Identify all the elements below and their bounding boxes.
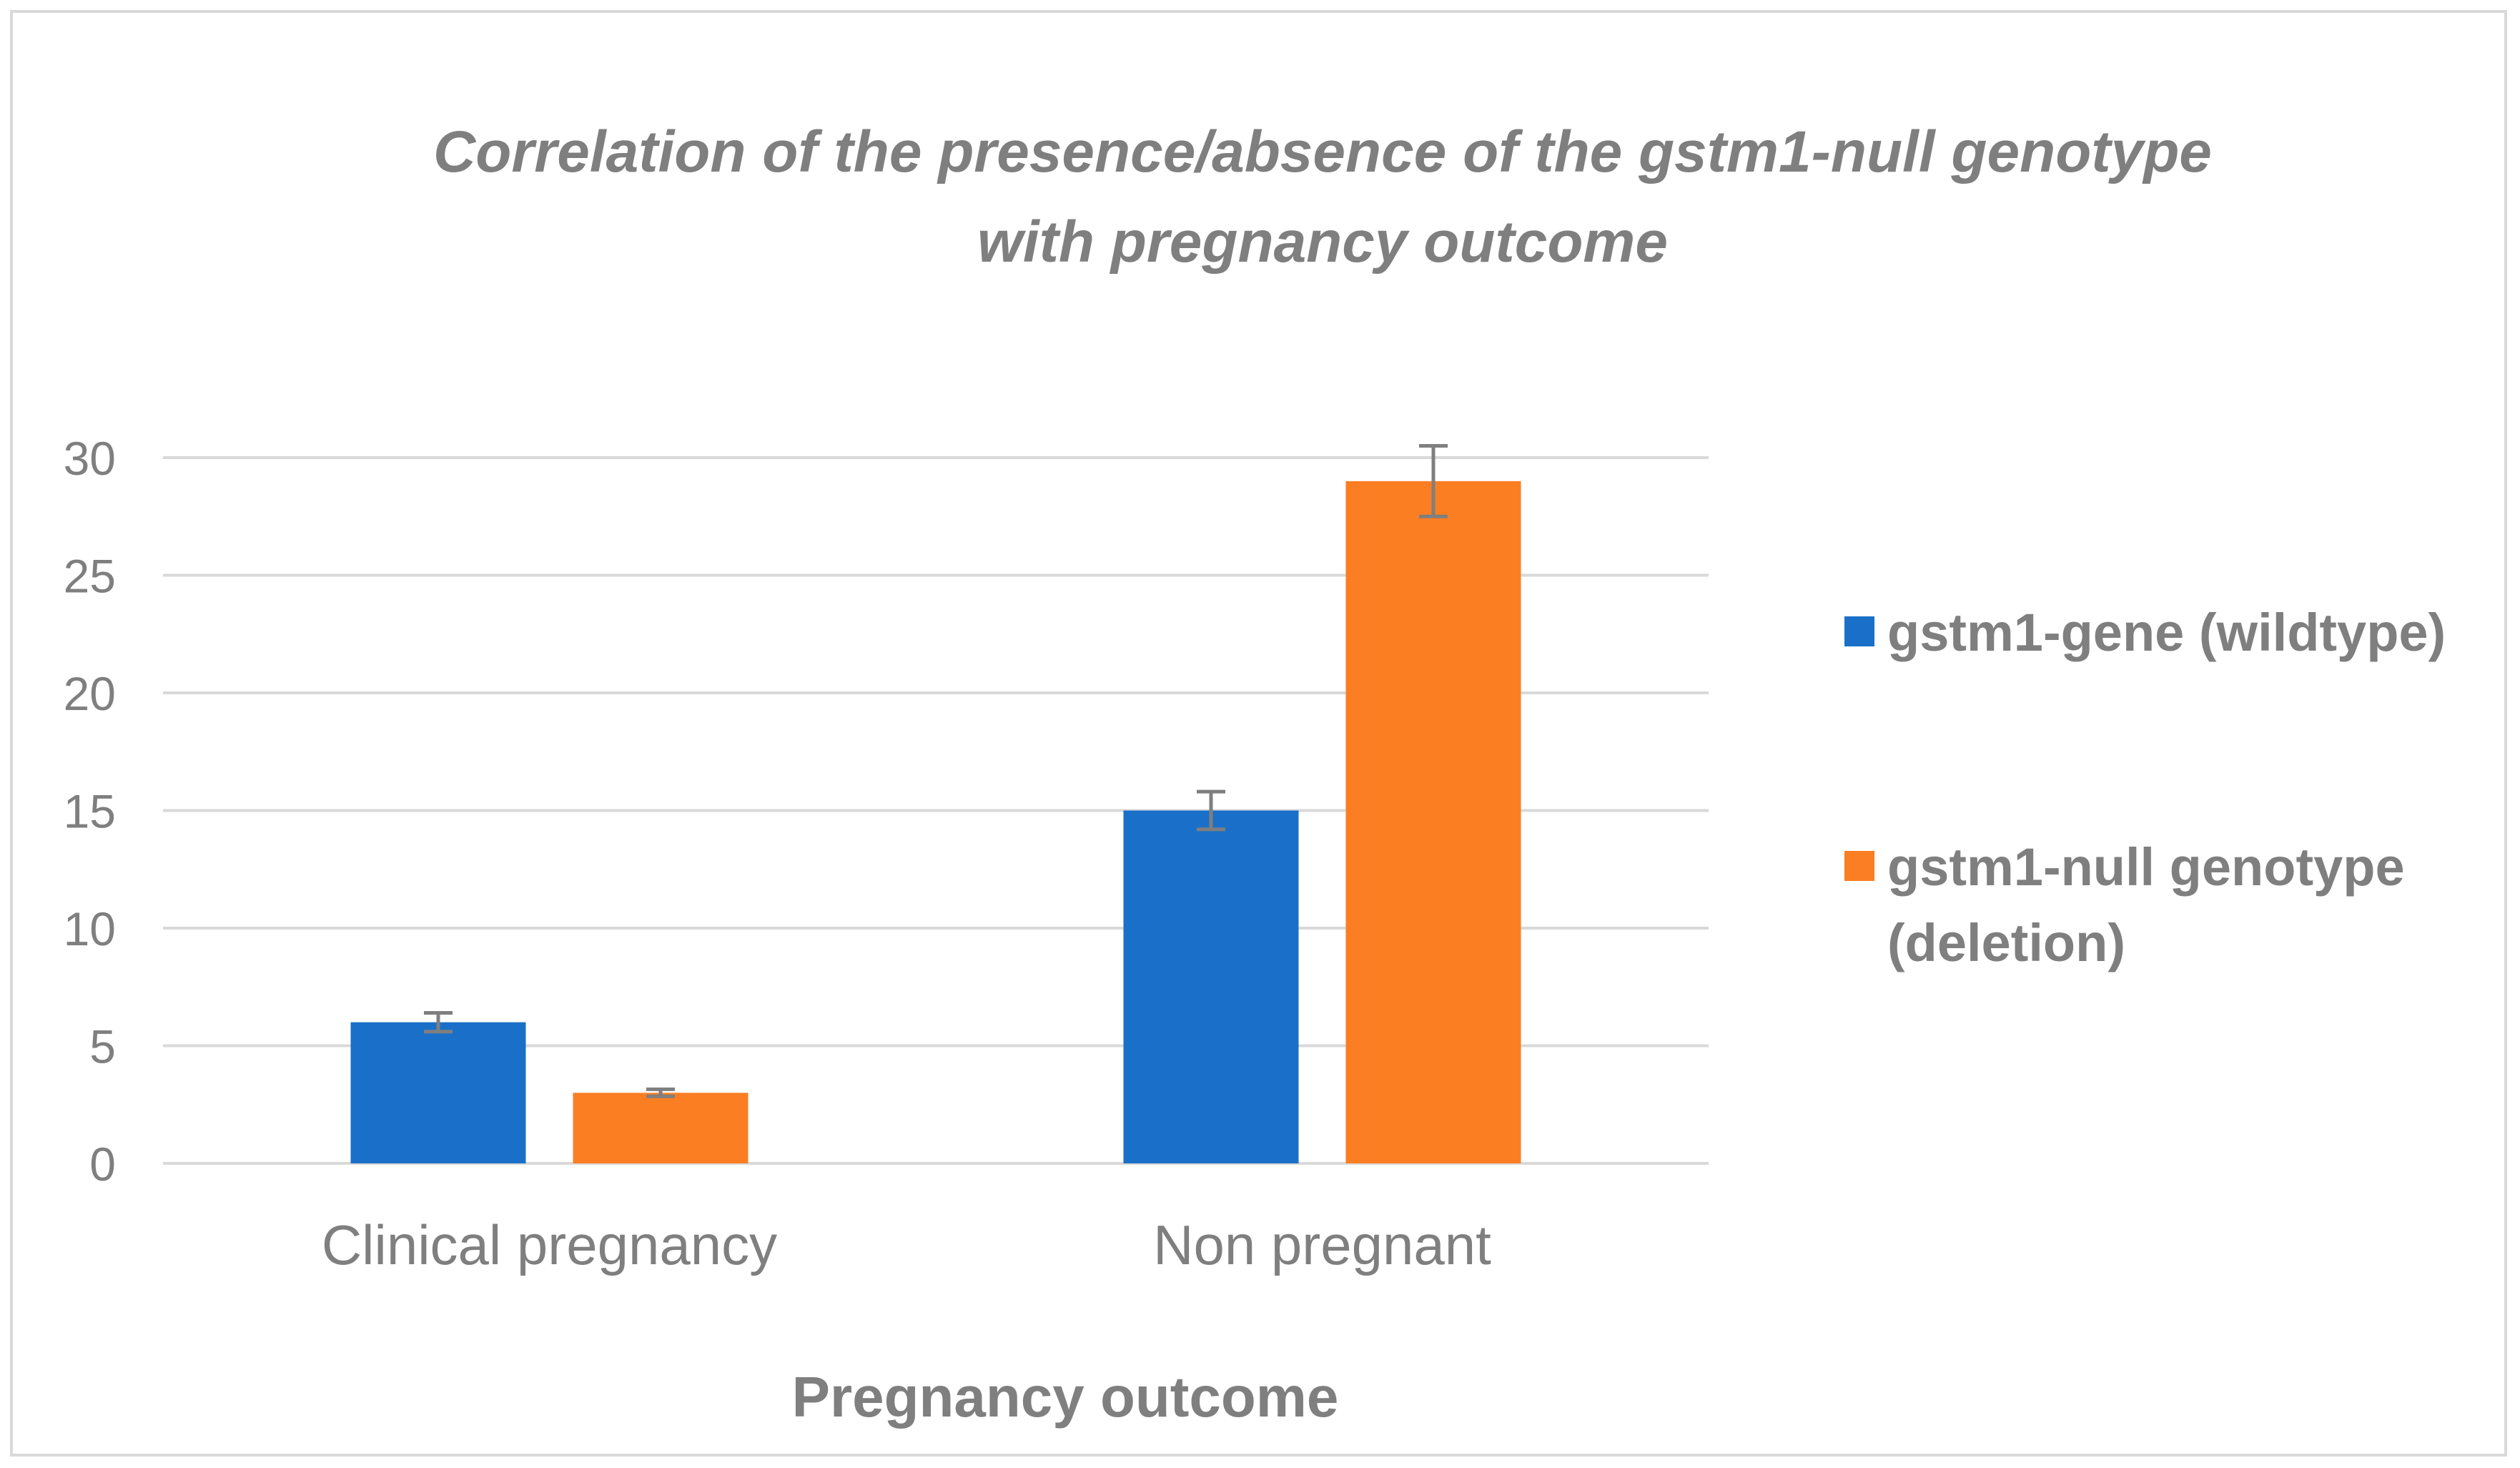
- legend-item-deletion: gstm1-null genotype (deletion): [1844, 829, 2495, 981]
- error-bars: [424, 444, 1448, 1098]
- bar-0-1: [1123, 810, 1299, 1163]
- bar-1-0: [573, 1093, 748, 1163]
- y-tick-label-5: 5: [89, 1020, 116, 1073]
- y-tick-label-20: 20: [64, 667, 116, 720]
- legend-label-wildtype: gstm1-gene (wildtype): [1887, 603, 2446, 662]
- chart-title: Correlation of the presence/absence of t…: [433, 119, 2212, 275]
- bar-1-1: [1345, 481, 1521, 1163]
- x-tick-label-0: Clinical pregnancy: [322, 1213, 777, 1276]
- legend-swatch-deletion: [1844, 851, 1874, 881]
- y-tick-label-30: 30: [64, 432, 116, 485]
- legend-swatch-wildtype: [1844, 616, 1874, 646]
- y-axis-ticks: 0 5 10 15 20 25 30: [64, 432, 116, 1191]
- legend-item-wildtype: gstm1-gene (wildtype): [1844, 595, 2495, 671]
- y-tick-label-0: 0: [89, 1138, 116, 1191]
- y-tick-label-10: 10: [64, 902, 116, 955]
- bar-0-0: [350, 1022, 526, 1163]
- y-tick-label-15: 15: [64, 785, 116, 838]
- x-axis-title: Pregnancy outcome: [791, 1365, 1339, 1429]
- bars: [350, 481, 1521, 1163]
- y-tick-label-25: 25: [64, 550, 116, 603]
- legend-label-deletion: gstm1-null genotype (deletion): [1887, 837, 2405, 972]
- x-tick-label-1: Non pregnant: [1153, 1213, 1491, 1276]
- x-axis-ticks: Clinical pregnancy Non pregnant: [322, 1213, 1491, 1276]
- chart-frame: [10, 10, 2507, 1457]
